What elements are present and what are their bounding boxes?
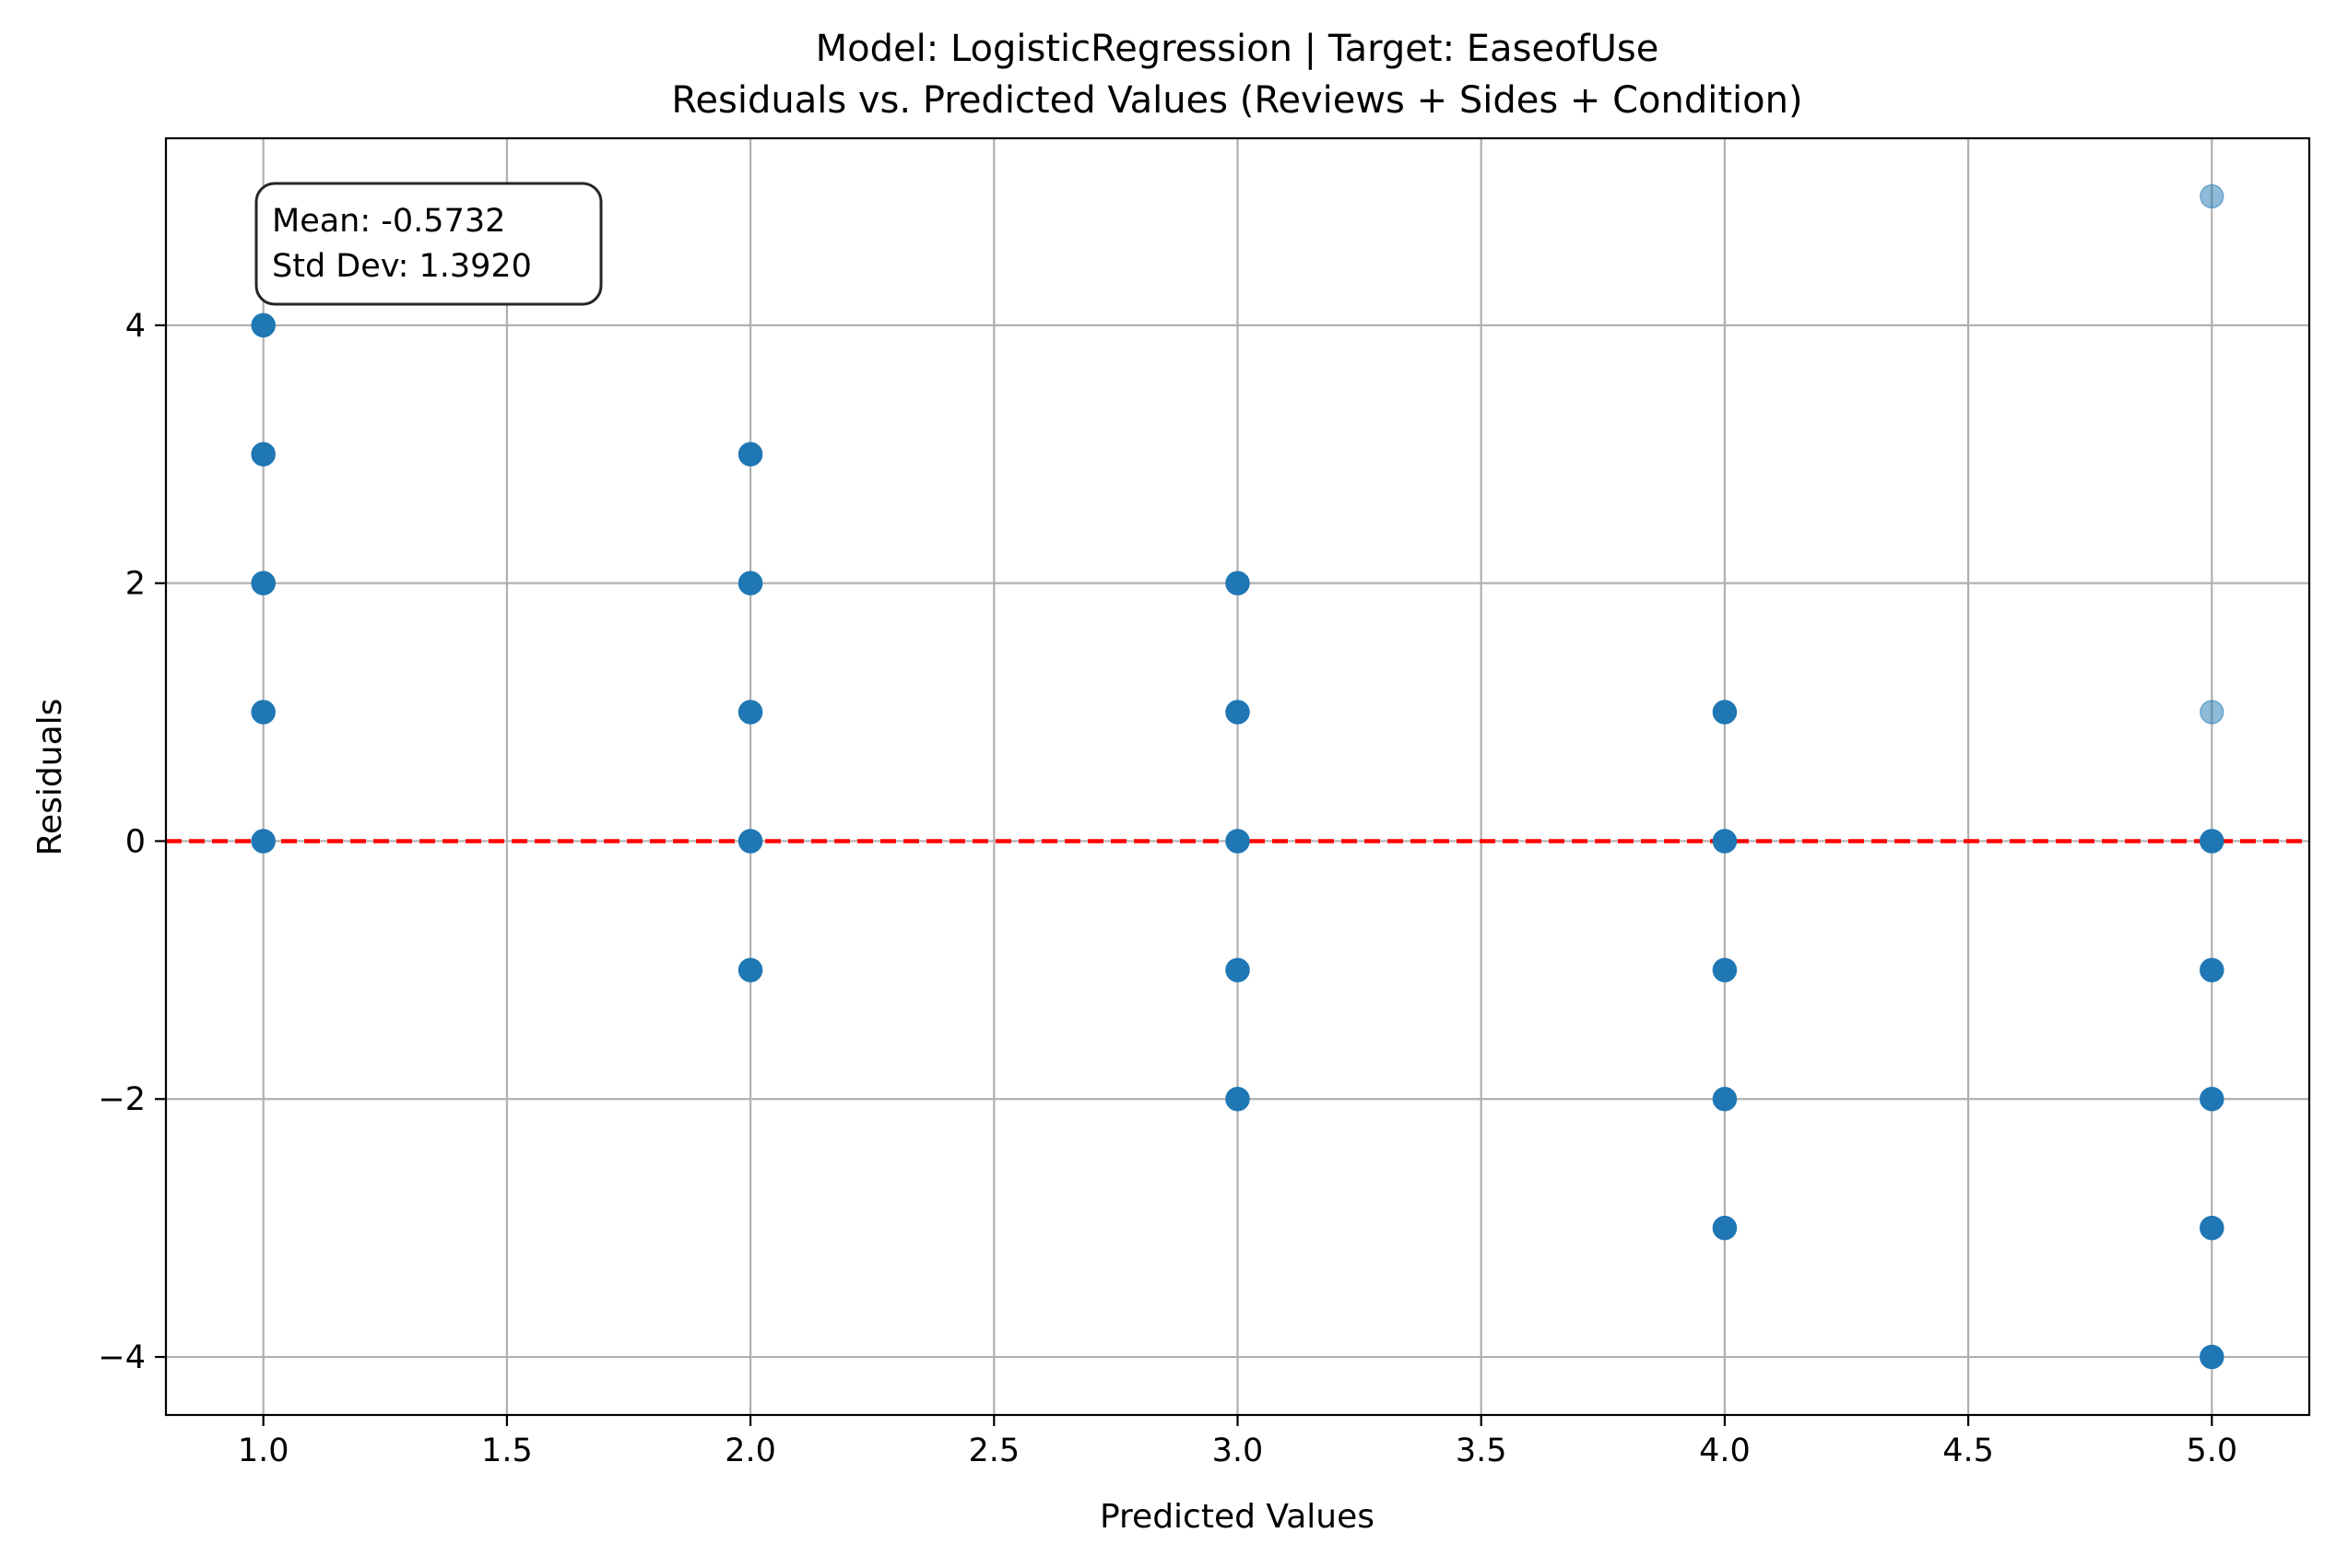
residual-point [2200,1215,2224,1241]
x-tick-label: 1.0 [238,1432,289,1469]
x-tick-label: 3.0 [1212,1432,1264,1469]
residual-point [251,700,276,725]
residual-point [737,829,763,854]
residual-point [251,829,276,854]
residual-point [2200,1344,2224,1370]
y-tick-label: −2 [98,1081,146,1118]
x-axis-label: Predicted Values [1100,1498,1374,1536]
data-points [251,183,2224,1370]
y-tick-label: 4 [125,308,146,345]
residual-point [2200,183,2224,209]
mean-text: Mean: -0.5732 [272,203,505,240]
x-tick-label: 4.5 [1942,1432,1994,1469]
residual-point [251,571,276,595]
x-tick-label: 1.5 [481,1432,533,1469]
residual-point [2200,829,2224,854]
y-axis-ticks: −4 −2 0 2 4 [98,308,166,1376]
residual-point [1712,1086,1738,1112]
x-axis-ticks: 1.0 1.5 2.0 2.5 3.0 3.5 4.0 4.5 5.0 [238,1415,2237,1469]
y-tick-label: 2 [125,566,146,603]
residual-point [1225,958,1250,983]
residual-point [2200,958,2224,983]
y-tick-label: 0 [125,823,146,860]
y-tick-label: −4 [98,1339,146,1376]
residual-point [1712,958,1738,983]
residual-point [2200,1086,2224,1112]
residual-point [1225,700,1250,725]
y-axis-label: Residuals [31,699,69,856]
residual-point [1712,1215,1738,1241]
std-dev-text: Std Dev: 1.3920 [272,248,532,285]
chart-title-line1: Model: LogisticRegression | Target: Ease… [816,28,1659,70]
residual-point [1225,1086,1250,1112]
residual-point [737,571,763,595]
residual-point [737,442,763,467]
x-tick-label: 4.0 [1699,1432,1751,1469]
residual-point [2200,700,2224,725]
x-tick-label: 3.5 [1456,1432,1507,1469]
chart-title-line2: Residuals vs. Predicted Values (Reviews … [671,79,1802,122]
x-tick-label: 2.0 [725,1432,776,1469]
stats-annotation-box [254,182,603,306]
residual-point [737,700,763,725]
residual-point [1225,829,1250,854]
residual-point [251,312,276,338]
stats-annotation: Mean: -0.5732 Std Dev: 1.3920 [254,182,603,306]
residual-point [251,442,276,467]
residual-point [737,958,763,983]
residual-point [1712,829,1738,854]
x-tick-label: 2.5 [968,1432,1020,1469]
residual-point [1712,700,1738,725]
residual-point [1225,571,1250,595]
x-tick-label: 5.0 [2186,1432,2237,1469]
